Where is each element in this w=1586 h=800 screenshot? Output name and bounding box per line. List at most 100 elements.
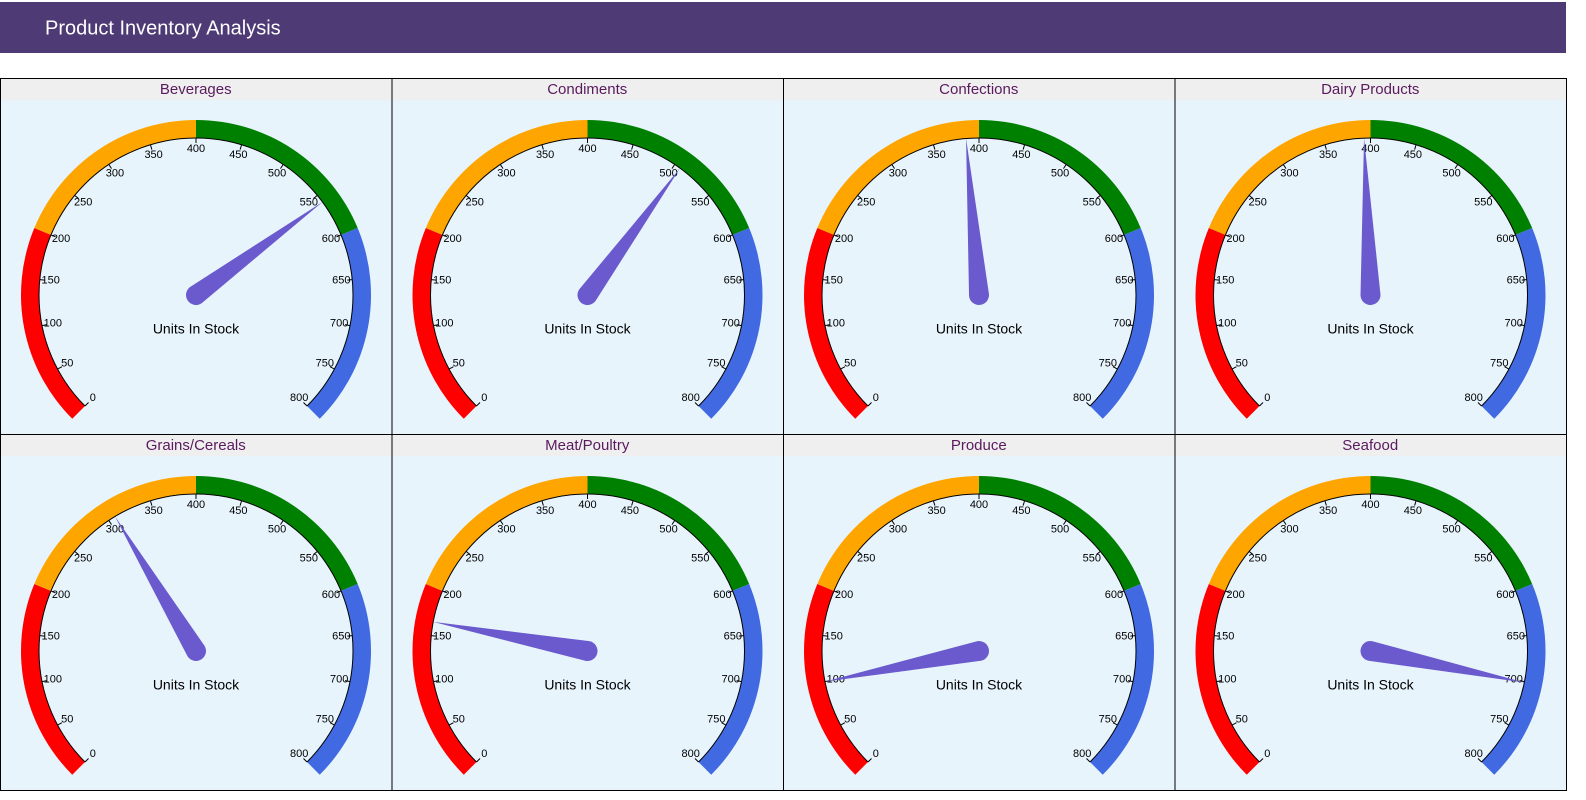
tick-label: 550: [300, 196, 318, 208]
needle: [1360, 138, 1381, 305]
tick-label: 750: [316, 358, 334, 370]
tick-label: 300: [889, 168, 907, 180]
gauge-band: [1195, 228, 1260, 419]
tick-label: 300: [497, 168, 515, 180]
gauge-band: [412, 228, 477, 419]
tick-mark: [727, 590, 733, 594]
gauge-label: Units In Stock: [153, 677, 240, 693]
tick-label: 200: [1226, 589, 1244, 601]
needle: [115, 516, 206, 661]
gauge-band: [1370, 476, 1533, 591]
tick-mark: [1216, 324, 1222, 327]
tick-label: 350: [536, 149, 554, 161]
tick-label: 150: [825, 275, 843, 287]
tick-mark: [1248, 195, 1254, 199]
gauge-band: [412, 584, 477, 775]
tick-label: 550: [1083, 196, 1101, 208]
header-title: Product Inventory Analysis: [45, 17, 281, 39]
tick-mark: [280, 520, 284, 525]
gauge-band: [979, 120, 1141, 235]
tick-mark: [1510, 590, 1516, 594]
tick-label: 400: [1361, 143, 1379, 155]
tick-mark: [1225, 234, 1231, 238]
tick-mark: [541, 144, 544, 150]
tick-mark: [1454, 164, 1459, 169]
gauge-panel: Condiments 0 50 100 150 200 250 300 350 400 450 500…: [391, 78, 784, 435]
tick-label: 400: [187, 143, 205, 155]
panel-title: Confections: [939, 81, 1018, 98]
tick-mark: [671, 164, 676, 169]
tick-label: 400: [970, 143, 988, 155]
tick-mark: [1282, 520, 1287, 525]
gauge-band: [307, 228, 371, 419]
tick-mark: [344, 680, 351, 683]
tick-mark: [1086, 402, 1091, 407]
tick-mark: [336, 590, 342, 594]
tick-label: 250: [857, 552, 875, 564]
gauge-band: [817, 119, 979, 235]
tick-mark: [1112, 722, 1118, 726]
tick-mark: [465, 551, 471, 555]
gauge-label: Units In Stock: [544, 677, 631, 693]
tick-label: 150: [42, 631, 60, 643]
header-bar: [0, 2, 1566, 53]
tick-label: 600: [1496, 589, 1514, 601]
tick-mark: [857, 195, 862, 199]
tick-label: 800: [1465, 748, 1483, 760]
tick-mark: [891, 520, 895, 525]
tick-mark: [1022, 500, 1026, 506]
gauge-band: [196, 120, 358, 235]
gauge-panel: Produce050100150200250300350400450500550…: [783, 434, 1176, 791]
tick-mark: [344, 324, 351, 327]
tick-mark: [74, 195, 79, 199]
tick-mark: [329, 722, 335, 726]
tick-label: 300: [106, 168, 124, 180]
tick-mark: [1096, 195, 1101, 199]
needle: [1360, 641, 1525, 683]
tick-mark: [303, 758, 308, 763]
needle: [433, 621, 598, 661]
tick-mark: [1119, 590, 1125, 594]
tick-label: 400: [1361, 499, 1379, 511]
tick-label: 350: [1319, 149, 1337, 161]
gauge-panel: Dairy Products 0 50 100 150 200 250 300 350 400 45…: [1174, 78, 1567, 435]
gauge-band: [1481, 228, 1546, 419]
gauge-band: [425, 476, 588, 591]
tick-mark: [671, 520, 676, 525]
tick-label: 400: [970, 499, 988, 511]
tick-mark: [867, 402, 872, 407]
gauge-label: Units In Stock: [544, 321, 631, 337]
tick-label: 500: [1442, 168, 1460, 180]
tick-mark: [824, 324, 831, 327]
tick-mark: [721, 366, 727, 370]
tick-mark: [1022, 144, 1026, 150]
tick-label: 450: [1404, 505, 1422, 517]
tick-label: 250: [857, 196, 875, 208]
tick-label: 350: [927, 505, 945, 517]
tick-label: 750: [707, 714, 725, 726]
panel-title-bar: [392, 435, 783, 456]
tick-label: 50: [844, 358, 856, 370]
gauge-label: Units In Stock: [936, 321, 1023, 337]
tick-label: 300: [1280, 524, 1298, 536]
tick-label: 150: [433, 275, 451, 287]
tick-mark: [1231, 722, 1237, 726]
tick-mark: [465, 195, 471, 199]
tick-label: 450: [1012, 505, 1030, 517]
tick-label: 50: [453, 358, 465, 370]
tick-mark: [1454, 520, 1459, 525]
tick-label: 700: [1505, 317, 1523, 329]
tick-mark: [1119, 234, 1125, 238]
tick-mark: [1259, 758, 1264, 763]
tick-label: 200: [52, 589, 70, 601]
tick-label: 550: [1083, 552, 1101, 564]
tick-label: 750: [316, 714, 334, 726]
tick-label: 600: [1496, 233, 1514, 245]
tick-label: 600: [322, 233, 340, 245]
panel-title-bar: [1175, 435, 1566, 456]
tick-mark: [313, 195, 318, 199]
tick-label: 0: [481, 748, 487, 760]
tick-label: 750: [1099, 714, 1117, 726]
tick-label: 100: [44, 317, 62, 329]
tick-label: 550: [1474, 552, 1492, 564]
